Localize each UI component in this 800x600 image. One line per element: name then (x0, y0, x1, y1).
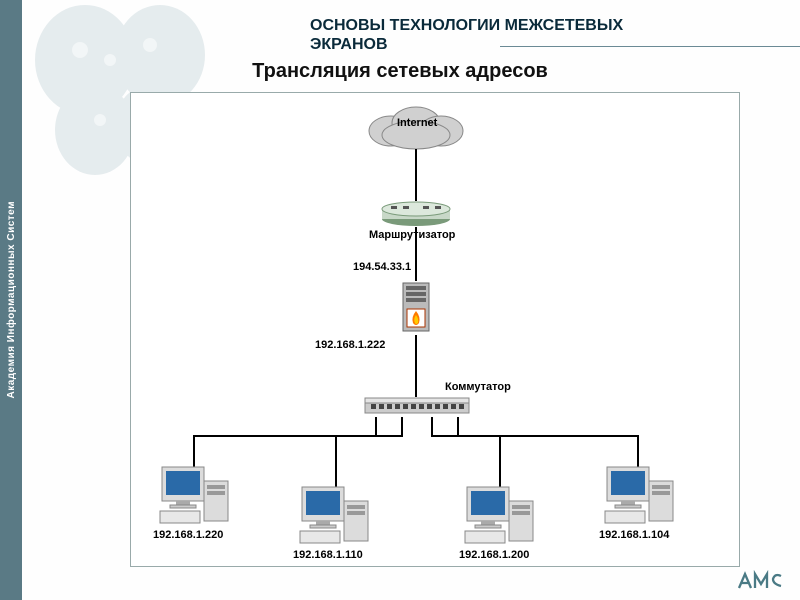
header-divider (500, 46, 800, 47)
router-label: Маршрутизатор (369, 229, 455, 241)
pc3-icon (461, 483, 541, 547)
network-diagram: Internet Маршрутизатор 194.54.33.1 192.1… (130, 92, 740, 567)
edge-switch-stub3 (431, 417, 433, 435)
router-icon (379, 201, 453, 227)
pc4-icon (601, 463, 681, 527)
pc3-ip: 192.168.1.200 (459, 549, 529, 561)
edge-internet-router (415, 149, 417, 201)
pc2-icon (296, 483, 376, 547)
switch-label: Коммутатор (445, 381, 511, 393)
switch-icon (363, 395, 473, 417)
edge-switch-stub4 (457, 417, 459, 435)
edge-router-firewall (415, 227, 417, 281)
router-ip: 194.54.33.1 (353, 261, 411, 273)
pc1-ip: 192.168.1.220 (153, 529, 223, 541)
pc2-ip: 192.168.1.110 (293, 549, 363, 561)
header-title-line1: ОСНОВЫ ТЕХНОЛОГИИ МЕЖСЕТЕВЫХ (310, 17, 623, 34)
pc1-icon (156, 463, 236, 527)
edge-switch-stub1 (375, 417, 377, 435)
edge-v-pc3 (499, 435, 501, 487)
header-title: ОСНОВЫ ТЕХНОЛОГИИ МЕЖСЕТЕВЫХ ЭКРАНОВ (310, 16, 780, 54)
edge-h-pc4 (457, 435, 639, 437)
firewall-ip: 192.168.1.222 (315, 339, 385, 351)
sidebar-label: Академия Информационных Систем (6, 201, 17, 399)
sidebar: Академия Информационных Систем (0, 0, 22, 600)
logo (733, 570, 788, 592)
pc4-ip: 192.168.1.104 (599, 529, 669, 541)
firewall-icon (401, 281, 433, 335)
edge-switch-stub2 (401, 417, 403, 435)
edge-v-pc2 (335, 435, 337, 487)
header-title-line2: ЭКРАНОВ (310, 36, 388, 53)
internet-label: Internet (397, 117, 437, 129)
header: ОСНОВЫ ТЕХНОЛОГИИ МЕЖСЕТЕВЫХ ЭКРАНОВ (310, 16, 780, 54)
page-subtitle: Трансляция сетевых адресов (0, 60, 800, 83)
edge-firewall-switch (415, 335, 417, 397)
edge-h-pc2 (335, 435, 403, 437)
